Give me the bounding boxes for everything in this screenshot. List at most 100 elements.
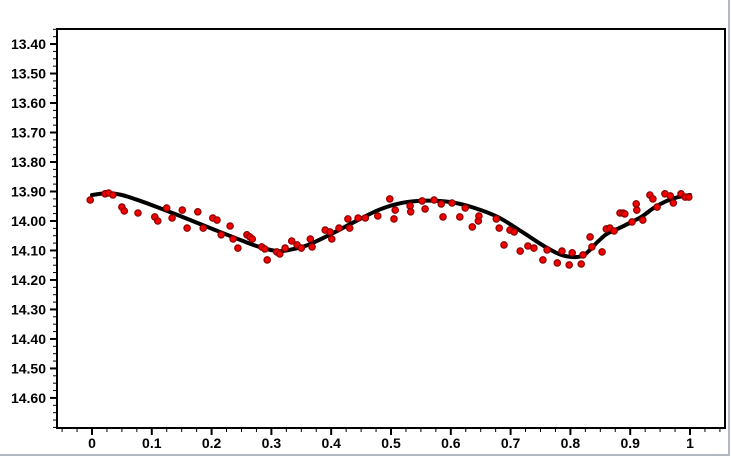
data-point [492,215,501,223]
y-tick-label: 14.50 [11,360,46,376]
data-point [248,235,257,243]
y-tick-label: 14.40 [11,331,46,347]
data-point [162,204,171,212]
y-tick-label: 13.70 [11,125,46,141]
data-point [306,235,315,243]
data-point [510,228,519,236]
data-point [263,256,272,264]
x-tick-label: 0 [88,435,96,451]
data-point [406,208,415,216]
data-point [430,196,438,204]
data-point [448,199,456,207]
fit-curve-path [90,191,692,260]
data-point [260,245,269,253]
x-tick-label: 0.4 [321,435,341,451]
data-point [120,207,129,215]
window-border-right [728,0,730,456]
x-axis-tick-labels: 0 0.1 0.2 0.3 0.4 0.5 0.6 0.7 0.8 0.9 1 [88,435,694,451]
data-points [86,189,693,269]
data-point [168,214,176,222]
y-tick-label: 14.20 [11,272,46,288]
data-point [653,203,661,211]
data-point [565,261,574,269]
data-point [217,231,226,239]
y-tick-label: 14.10 [11,242,46,258]
y-tick-label: 14.30 [11,301,46,317]
data-point [568,249,577,257]
y-tick-label: 13.90 [11,183,46,199]
x-tick-label: 0.7 [501,435,521,451]
data-point [530,244,538,252]
data-point [391,206,400,214]
plot-border [56,28,726,429]
data-point [335,224,343,232]
data-point [361,214,370,222]
data-point [287,237,296,245]
x-tick-label: 0.2 [202,435,222,451]
data-point [684,193,693,201]
data-point [628,218,636,226]
data-point [229,235,237,243]
x-axis-ticks [61,429,721,435]
data-point [344,215,352,223]
x-tick-label: 0.9 [620,435,640,451]
data-point [579,251,587,259]
data-point [437,200,446,208]
data-point [354,214,362,222]
data-point [297,244,306,252]
data-point [194,208,202,216]
data-point [539,256,547,264]
data-point [461,204,470,212]
data-point [326,228,334,236]
data-point [620,210,629,218]
data-point [638,216,647,224]
data-point [632,200,641,208]
data-point [385,195,394,203]
data-point [632,206,641,214]
data-point [308,243,316,251]
data-point [558,247,566,255]
data-point [134,209,142,217]
data-point [226,222,234,230]
data-point [373,212,382,220]
x-tick-label: 0.3 [262,435,282,451]
data-point [154,217,162,225]
y-tick-label: 13.60 [11,95,46,111]
data-point [610,227,618,235]
data-point [586,233,594,241]
data-point [345,224,354,232]
data-point [418,197,426,205]
data-point [598,248,606,256]
data-point [183,224,191,232]
x-tick-label: 1 [686,435,694,451]
window-border-bottom [0,454,730,456]
data-point [234,244,242,252]
data-point [577,260,586,268]
y-axis-tick-labels: 13.40 13.50 13.60 13.70 13.80 13.90 14.00 14.10… [11,36,46,406]
x-tick-label: 0.1 [142,435,162,451]
y-tick-label: 14.60 [11,390,46,406]
y-axis-ticks [50,28,56,428]
data-point [275,250,284,258]
data-point [455,213,464,221]
data-point [649,195,657,203]
y-tick-label: 14.00 [11,213,46,229]
data-point [178,206,187,214]
data-point [666,192,675,200]
y-tick-label: 13.40 [11,36,46,52]
x-tick-label: 0.8 [561,435,581,451]
x-tick-label: 0.6 [441,435,461,451]
data-point [327,235,336,243]
data-point [500,241,508,249]
data-point [553,259,562,267]
data-point [109,191,117,199]
y-tick-label: 13.50 [11,66,46,82]
data-point [475,212,483,220]
data-point [495,224,504,232]
data-point [669,199,678,207]
data-point [199,224,208,232]
data-point [588,243,596,251]
data-point [390,215,398,223]
